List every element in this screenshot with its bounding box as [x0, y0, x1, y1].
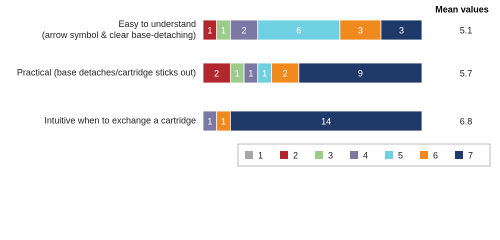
category-label: Easy to understand (arrow symbol & clear… [41, 19, 196, 40]
value-label: 6 [296, 25, 301, 35]
legend-swatch [385, 151, 393, 159]
chart-area: Mean values 1 1 2 6 3 3 5.12 1 1 1 2 9 5.71 1 14 6.81 2 3… [202, 4, 491, 167]
legend-label: 3 [328, 150, 333, 160]
value-label: 1 [221, 25, 226, 35]
mean-values-title: Mean values [435, 4, 489, 14]
value-label: 1 [221, 116, 226, 126]
mean-value: 6.8 [460, 116, 473, 126]
value-label: 3 [399, 25, 404, 35]
legend-swatch [455, 151, 463, 159]
bar-segment [229, 110, 423, 132]
value-label: 2 [283, 68, 288, 78]
value-label: 9 [358, 68, 363, 78]
mean-value: 5.1 [460, 25, 473, 35]
value-label: 1 [235, 68, 240, 78]
value-label: 1 [248, 68, 253, 78]
legend-swatch [280, 151, 288, 159]
bar-segment [298, 62, 423, 84]
chart: Mean values 1 1 2 6 3 3 5.1 2 1 1 1 2 9 5.7 1 1 14 6.8 1 2 3… [16, 4, 491, 167]
legend-label: 6 [433, 150, 438, 160]
legend-swatch [245, 151, 253, 159]
legend-swatch [420, 151, 428, 159]
bar-segment [380, 19, 423, 41]
value-label: 2 [242, 25, 247, 35]
legend-swatch [315, 151, 323, 159]
value-label: 2 [214, 68, 219, 78]
legend-label: 1 [258, 150, 263, 160]
legend-label: 7 [468, 150, 473, 160]
category-label: Intuitive when to exchange a cartridge [44, 115, 196, 126]
value-label: 1 [207, 116, 212, 126]
legend-label: 5 [398, 150, 403, 160]
value-label: 3 [358, 25, 363, 35]
category-label: Practical (base detaches/cartridge stick… [16, 67, 196, 78]
value-label: 14 [321, 116, 331, 126]
legend-box [237, 143, 491, 167]
legend-label: 4 [363, 150, 368, 160]
value-label: 1 [207, 25, 212, 35]
value-label: 1 [262, 68, 267, 78]
mean-value: 5.7 [460, 68, 473, 78]
legend-label: 2 [293, 150, 298, 160]
legend-swatch [350, 151, 358, 159]
